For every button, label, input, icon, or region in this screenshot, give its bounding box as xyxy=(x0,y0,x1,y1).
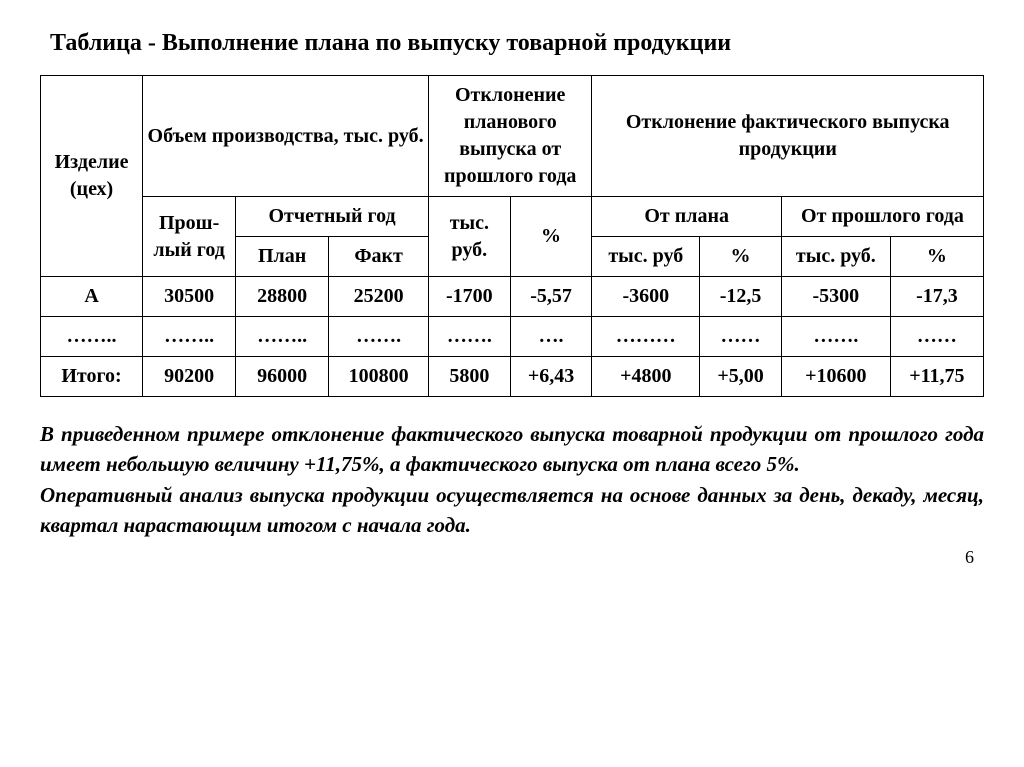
cell-prev: …….. xyxy=(143,317,236,357)
col-dev-fact: Отклонение фактического выпуска продукци… xyxy=(592,76,984,197)
footnote-p1: В приведенном примере отклонение фактиче… xyxy=(40,422,984,476)
cell-fact: ……. xyxy=(329,317,429,357)
cell-fy-tr: +10600 xyxy=(781,357,890,397)
cell-fp-pct: +5,00 xyxy=(700,357,782,397)
cell-fy-pct: +11,75 xyxy=(890,357,983,397)
cell-d-pct: +6,43 xyxy=(510,357,592,397)
cell-fy-tr: ……. xyxy=(781,317,890,357)
cell-d-pct: -5,57 xyxy=(510,277,592,317)
col-fact: Факт xyxy=(329,237,429,277)
footnote: В приведенном примере отклонение фактиче… xyxy=(40,419,984,541)
col-fp-pct: % xyxy=(700,237,782,277)
cell-plan: …….. xyxy=(236,317,329,357)
col-report-year: Отчетный год xyxy=(236,197,429,237)
footnote-p2: Оперативный анализ выпуска продукции осу… xyxy=(40,483,984,537)
col-from-prev: От прошлого года xyxy=(781,197,983,237)
col-fy-tr: тыс. руб. xyxy=(781,237,890,277)
cell-fp-tr: -3600 xyxy=(592,277,700,317)
col-product: Изделие (цех) xyxy=(41,76,143,277)
cell-fact: 100800 xyxy=(329,357,429,397)
cell-d-tr: -1700 xyxy=(429,277,511,317)
cell-name: А xyxy=(41,277,143,317)
cell-name: …….. xyxy=(41,317,143,357)
cell-fp-pct: …… xyxy=(700,317,782,357)
cell-fact: 25200 xyxy=(329,277,429,317)
col-dev-pct: % xyxy=(510,197,592,277)
cell-d-tr: ……. xyxy=(429,317,511,357)
cell-fp-tr: ……… xyxy=(592,317,700,357)
cell-prev: 30500 xyxy=(143,277,236,317)
production-table: Изделие (цех) Объем производства, тыс. р… xyxy=(40,75,984,397)
cell-d-pct: …. xyxy=(510,317,592,357)
table-row: …….. …….. …….. ……. ……. …. ……… …… ……. …… xyxy=(41,317,984,357)
cell-fp-pct: -12,5 xyxy=(700,277,782,317)
table-row-total: Итого: 90200 96000 100800 5800 +6,43 +48… xyxy=(41,357,984,397)
col-fp-tr: тыс. руб xyxy=(592,237,700,277)
col-plan: План xyxy=(236,237,329,277)
table-row: А 30500 28800 25200 -1700 -5,57 -3600 -1… xyxy=(41,277,984,317)
page-title: Таблица - Выполнение плана по выпуску то… xyxy=(50,30,984,57)
col-dev-tr: тыс. руб. xyxy=(429,197,511,277)
cell-fy-pct: …… xyxy=(890,317,983,357)
page-number: 6 xyxy=(40,547,984,568)
cell-d-tr: 5800 xyxy=(429,357,511,397)
col-from-plan: От плана xyxy=(592,197,781,237)
col-dev-plan: Отклонение планового выпуска от прошлого… xyxy=(429,76,592,197)
col-volume: Объем производства, тыс. руб. xyxy=(143,76,429,197)
cell-fy-tr: -5300 xyxy=(781,277,890,317)
cell-fp-tr: +4800 xyxy=(592,357,700,397)
cell-fy-pct: -17,3 xyxy=(890,277,983,317)
col-prev-year: Прош-лый год xyxy=(143,197,236,277)
cell-prev: 90200 xyxy=(143,357,236,397)
col-fy-pct: % xyxy=(890,237,983,277)
cell-plan: 96000 xyxy=(236,357,329,397)
cell-plan: 28800 xyxy=(236,277,329,317)
cell-name: Итого: xyxy=(41,357,143,397)
